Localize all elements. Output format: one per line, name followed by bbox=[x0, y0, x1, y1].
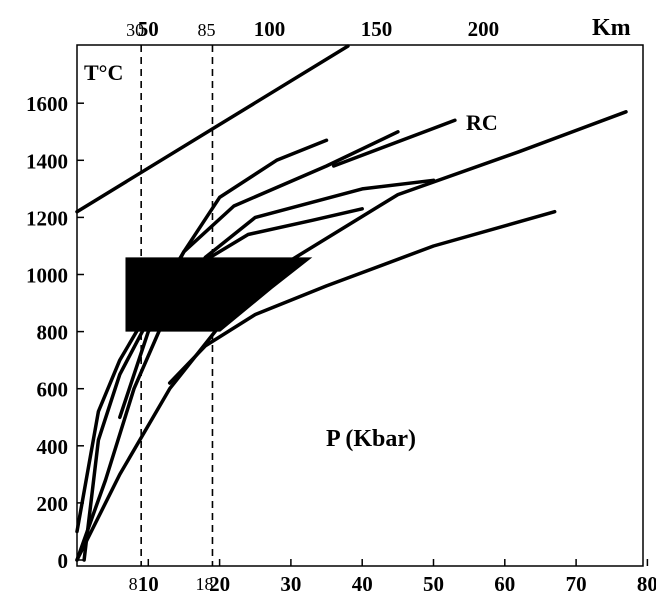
series-line-4 bbox=[75, 178, 436, 562]
x-tick-label: 40 bbox=[352, 572, 373, 596]
y-tick-label: 600 bbox=[37, 378, 69, 402]
y-tick-label: 200 bbox=[37, 492, 69, 516]
y-tick-label: 1600 bbox=[26, 92, 68, 116]
y-tick-label: 1200 bbox=[26, 206, 68, 230]
y-tick-label: 1400 bbox=[26, 149, 68, 173]
dashed-line-top-label-2: 85 bbox=[197, 20, 215, 40]
top-tick-label: 200 bbox=[468, 17, 500, 41]
top-tick-label: 50 bbox=[138, 17, 159, 41]
top-tick-label: 150 bbox=[361, 17, 393, 41]
x-tick-label: 80 bbox=[637, 572, 656, 596]
plot-border bbox=[76, 44, 644, 567]
y-axis-title: T°C bbox=[84, 60, 123, 85]
plot-frame bbox=[76, 44, 644, 567]
y-tick-label: 0 bbox=[58, 549, 69, 573]
x-tick-label: 30 bbox=[280, 572, 301, 596]
x-tick-label: 60 bbox=[494, 572, 515, 596]
axes-layer: 0 200 400 600 800 1000 1200 1400 1600 10 20 30 40 50 6… bbox=[26, 17, 656, 596]
series-line-8 bbox=[167, 209, 557, 385]
x-tick-label: 50 bbox=[423, 572, 444, 596]
y-tick-label: 800 bbox=[37, 321, 69, 345]
series-line-6 bbox=[331, 118, 457, 168]
x-tick-label: 10 bbox=[138, 572, 159, 596]
dashed-line-bottom-label-2: 18 bbox=[195, 574, 213, 594]
series-line-3 bbox=[82, 130, 400, 562]
series-line-7 bbox=[75, 110, 628, 562]
series-line-2 bbox=[75, 138, 329, 534]
y-tick-label: 400 bbox=[37, 435, 69, 459]
dashed-line-bottom-label-1: 8 bbox=[129, 574, 138, 594]
x-tick-label: 70 bbox=[566, 572, 587, 596]
y-tick-label: 1000 bbox=[26, 264, 68, 288]
curve-label-rc: RC bbox=[466, 110, 498, 135]
top-tick-label: 100 bbox=[254, 17, 286, 41]
series-line-5 bbox=[118, 207, 364, 420]
dashed-line-top-label-1: 30 bbox=[126, 20, 144, 40]
series-line-1 bbox=[75, 44, 350, 214]
x-tick-label: 20 bbox=[209, 572, 230, 596]
top-axis-unit-label: Km bbox=[592, 15, 631, 41]
dashed-lines-layer: 30 8 85 18 bbox=[126, 20, 215, 594]
series-layer bbox=[75, 44, 628, 562]
pressure-label: P (Kbar) bbox=[326, 426, 416, 452]
